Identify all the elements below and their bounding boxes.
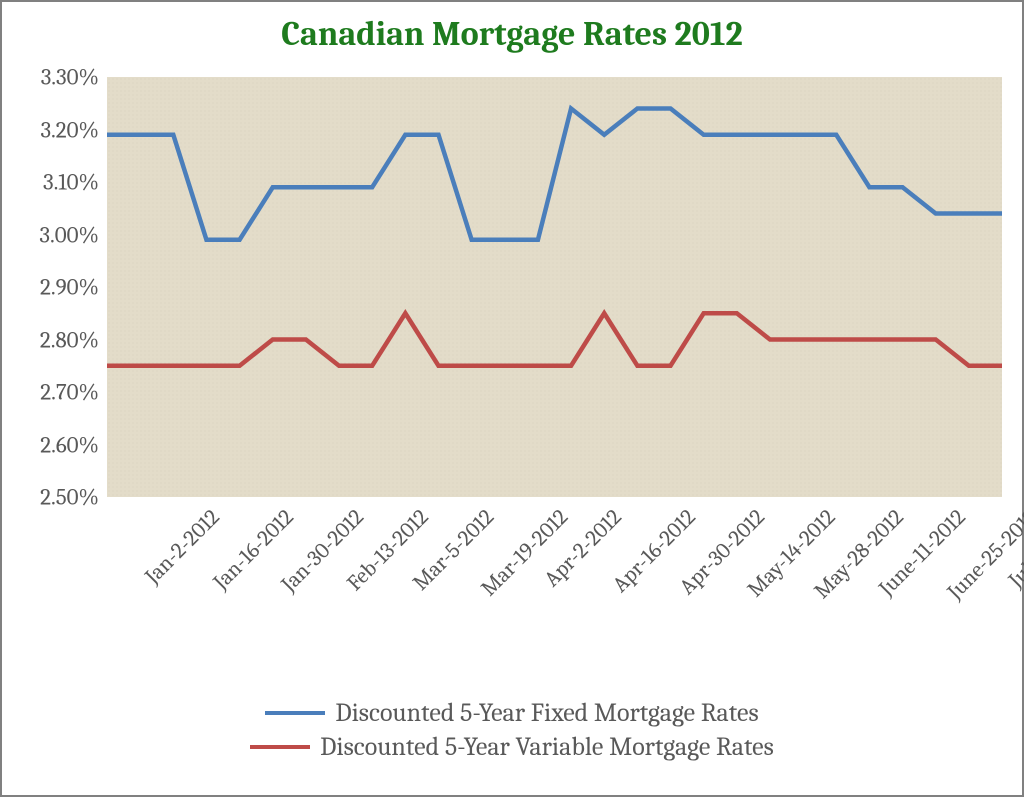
y-tick-label: 2.60% bbox=[40, 431, 99, 458]
y-tick-label: 2.80% bbox=[40, 326, 99, 353]
line-layer bbox=[107, 77, 1002, 497]
legend-swatch bbox=[250, 745, 310, 750]
legend-swatch bbox=[265, 711, 325, 716]
legend-item: Discounted 5-Year Variable Mortgage Rate… bbox=[2, 732, 1022, 762]
legend-label: Discounted 5-Year Fixed Mortgage Rates bbox=[335, 698, 758, 728]
legend-label: Discounted 5-Year Variable Mortgage Rate… bbox=[320, 732, 774, 762]
legend-item: Discounted 5-Year Fixed Mortgage Rates bbox=[2, 698, 1022, 728]
series-line-1 bbox=[107, 313, 1002, 366]
y-tick-label: 2.70% bbox=[40, 379, 99, 406]
y-tick-label: 3.10% bbox=[43, 169, 99, 196]
y-tick-label: 2.90% bbox=[40, 274, 99, 301]
chart-title: Canadian Mortgage Rates 2012 bbox=[2, 14, 1022, 54]
legend: Discounted 5-Year Fixed Mortgage Rates Di… bbox=[2, 694, 1022, 766]
y-tick-label: 3.00% bbox=[39, 221, 99, 248]
y-tick-label: 2.50% bbox=[40, 484, 99, 511]
chart-frame: { "chart": { "type": "line", "title": "C… bbox=[0, 0, 1024, 797]
y-tick-label: 3.30% bbox=[41, 64, 99, 91]
series-line-0 bbox=[107, 109, 1002, 240]
y-tick-label: 3.20% bbox=[40, 116, 99, 143]
plot-area: 2.50%2.60%2.70%2.80%2.90%3.00%3.10%3.20%… bbox=[107, 77, 1002, 497]
